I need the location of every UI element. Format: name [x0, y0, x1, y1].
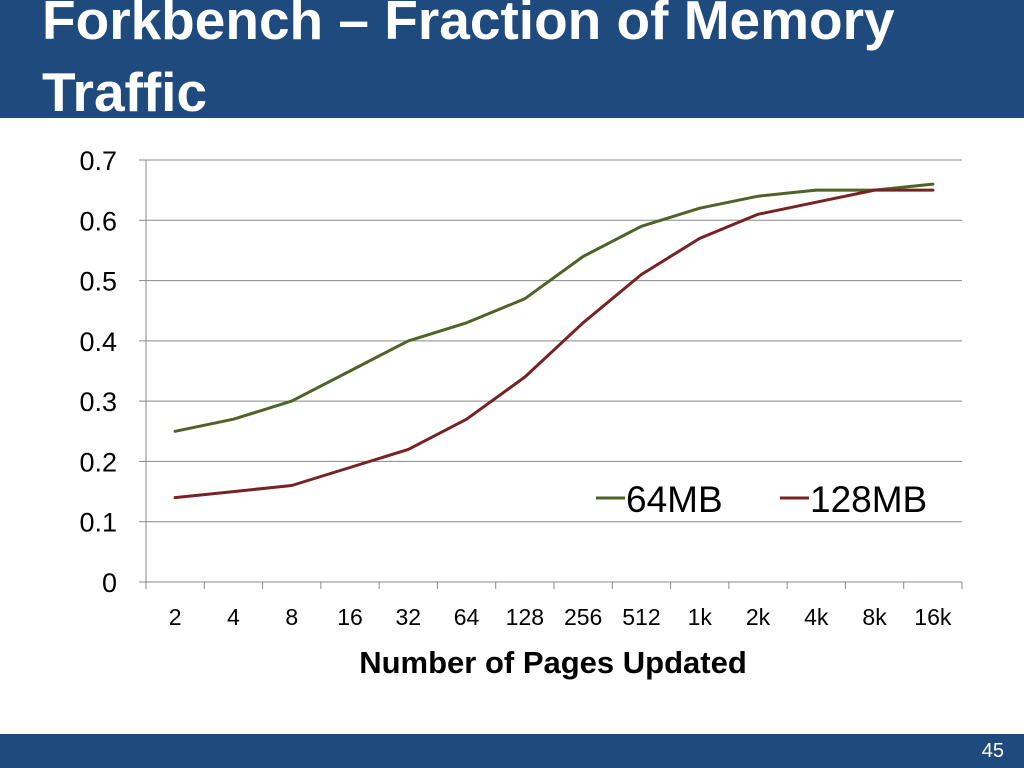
x-tick-label: 16 — [337, 604, 363, 630]
x-tick-label: 4k — [804, 604, 829, 630]
x-tick-label: 2 — [169, 604, 182, 630]
footer-bar: 45 — [0, 734, 1024, 768]
title-bar — [0, 0, 1024, 118]
y-tick-label: 0.6 — [79, 206, 117, 236]
x-tick-label: 32 — [395, 604, 421, 630]
x-tick-label: 8k — [862, 604, 887, 630]
page-number: 45 — [981, 740, 1004, 762]
series-line-64mb — [173, 182, 935, 433]
slide-title: Forkbench – Fraction of Memory Traffic — [42, 0, 895, 123]
y-tick-label: 0.4 — [79, 327, 117, 357]
series-layer — [173, 182, 935, 500]
x-tick-label: 512 — [622, 604, 660, 630]
x-tick-label: 128 — [506, 604, 544, 630]
legend: 64MB 128MB — [596, 479, 927, 520]
y-tick-label: 0.1 — [79, 508, 117, 538]
x-tick-label: 2k — [746, 604, 771, 630]
series-line-128mb — [173, 188, 935, 500]
legend-label-64mb: 64MB — [626, 479, 723, 520]
x-tick-label: 4 — [227, 604, 240, 630]
x-tick-label: 1k — [688, 604, 713, 630]
y-tick-label: 0.3 — [79, 387, 117, 417]
x-tick-label: 64 — [454, 604, 480, 630]
y-tick-label: 0.7 — [79, 146, 117, 176]
x-tick-label: 256 — [564, 604, 602, 630]
x-tick-label: 16k — [914, 604, 952, 630]
y-tick-label: 0.2 — [79, 447, 117, 477]
legend-label-128mb: 128MB — [810, 479, 927, 520]
y-tick-label: 0.5 — [79, 267, 117, 297]
axis-layer: 0 0.1 0.2 0.3 0.4 0.5 0.6 0.7 2 4 8 16 32 64 128 256 512… — [79, 146, 963, 630]
y-tick-label: 0 — [102, 568, 117, 598]
x-axis-label: Number of Pages Updated — [359, 645, 747, 680]
x-tick-label: 8 — [285, 604, 298, 630]
